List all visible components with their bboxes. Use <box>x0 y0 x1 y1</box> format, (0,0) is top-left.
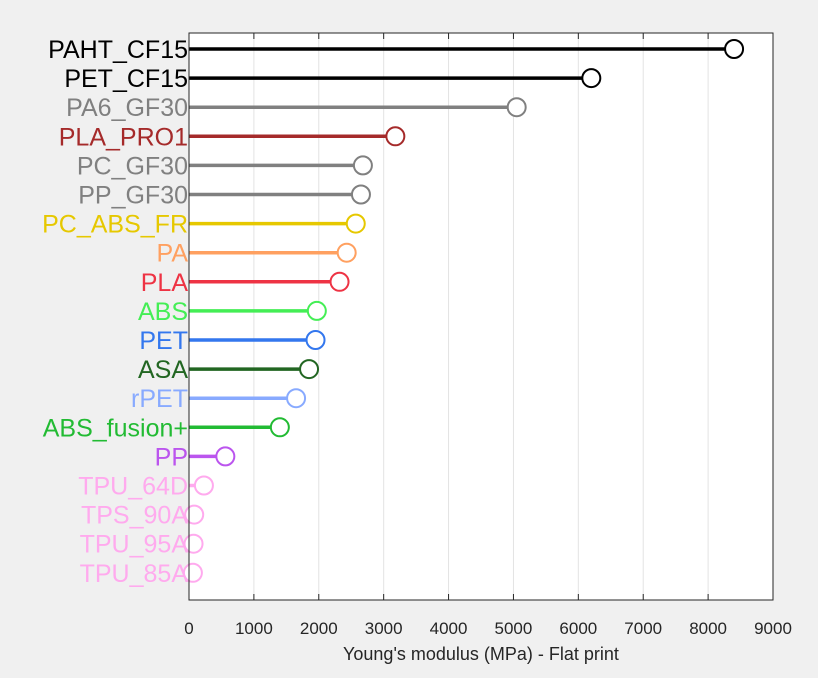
lollipop-marker <box>182 562 203 583</box>
category-labels: PAHT_CF15PET_CF15PA6_GF30PLA_PRO1PC_GF30… <box>42 36 188 588</box>
x-tick-label: 1000 <box>235 619 273 638</box>
plot-frame <box>188 32 774 601</box>
lollipop-marker <box>336 242 357 263</box>
lollipop-marker <box>352 155 373 176</box>
category-label: PLA <box>141 269 189 297</box>
lollipop-marker <box>193 475 214 496</box>
lollipop-marker <box>581 68 602 89</box>
x-tick-label: 9000 <box>754 619 792 638</box>
lollipop-marker <box>286 388 307 409</box>
x-tick-label: 5000 <box>495 619 533 638</box>
plot-area <box>189 33 773 600</box>
category-label: ABS_fusion+ <box>43 414 188 442</box>
category-label: PP <box>155 443 188 471</box>
category-label: PP_GF30 <box>78 182 188 210</box>
lollipop-markers <box>182 39 745 583</box>
x-axis-title: Young's modulus (MPa) - Flat print <box>343 644 619 664</box>
category-label: PLA_PRO1 <box>59 123 188 151</box>
category-label: PC_GF30 <box>77 152 188 180</box>
category-label: ABS <box>138 298 188 326</box>
category-label: TPU_85A <box>80 560 189 588</box>
category-label: PA6_GF30 <box>66 94 188 122</box>
x-tick-label: 3000 <box>365 619 403 638</box>
x-axis-ticks: 0 1000 2000 3000 4000 5000 6000 7000 8000 9000 <box>184 33 792 638</box>
x-tick-label: 8000 <box>689 619 727 638</box>
grid-lines <box>253 33 709 600</box>
lollipop-marker <box>506 97 527 118</box>
category-label: PET_CF15 <box>64 65 188 93</box>
lollipop-marker <box>329 271 350 292</box>
category-label: rPET <box>131 385 188 413</box>
category-label: PAHT_CF15 <box>48 36 188 64</box>
lollipop-marker <box>306 300 327 321</box>
category-label: TPU_64D <box>78 473 188 501</box>
lollipop-marker <box>345 213 366 234</box>
lollipop-marker <box>215 446 236 467</box>
lollipop-marker <box>299 359 320 380</box>
x-tick-label: 0 <box>184 619 193 638</box>
x-tick-label: 7000 <box>624 619 662 638</box>
lollipop-marker <box>184 504 205 525</box>
x-tick-label: 2000 <box>300 619 338 638</box>
lollipop-marker <box>269 417 290 438</box>
category-label: TPS_90A <box>81 502 188 530</box>
lollipop-marker <box>724 39 745 59</box>
lollipop-marker <box>350 184 371 205</box>
lollipop-marker <box>305 330 326 350</box>
category-label: PA <box>157 240 189 268</box>
category-label: PC_ABS_FR <box>42 211 188 239</box>
category-label: TPU_95A <box>80 531 189 559</box>
x-tick-label: 4000 <box>430 619 468 638</box>
category-label: ASA <box>138 356 188 384</box>
lollipop-marker <box>385 126 406 147</box>
category-label: PET <box>139 327 188 355</box>
x-tick-label: 6000 <box>559 619 597 638</box>
